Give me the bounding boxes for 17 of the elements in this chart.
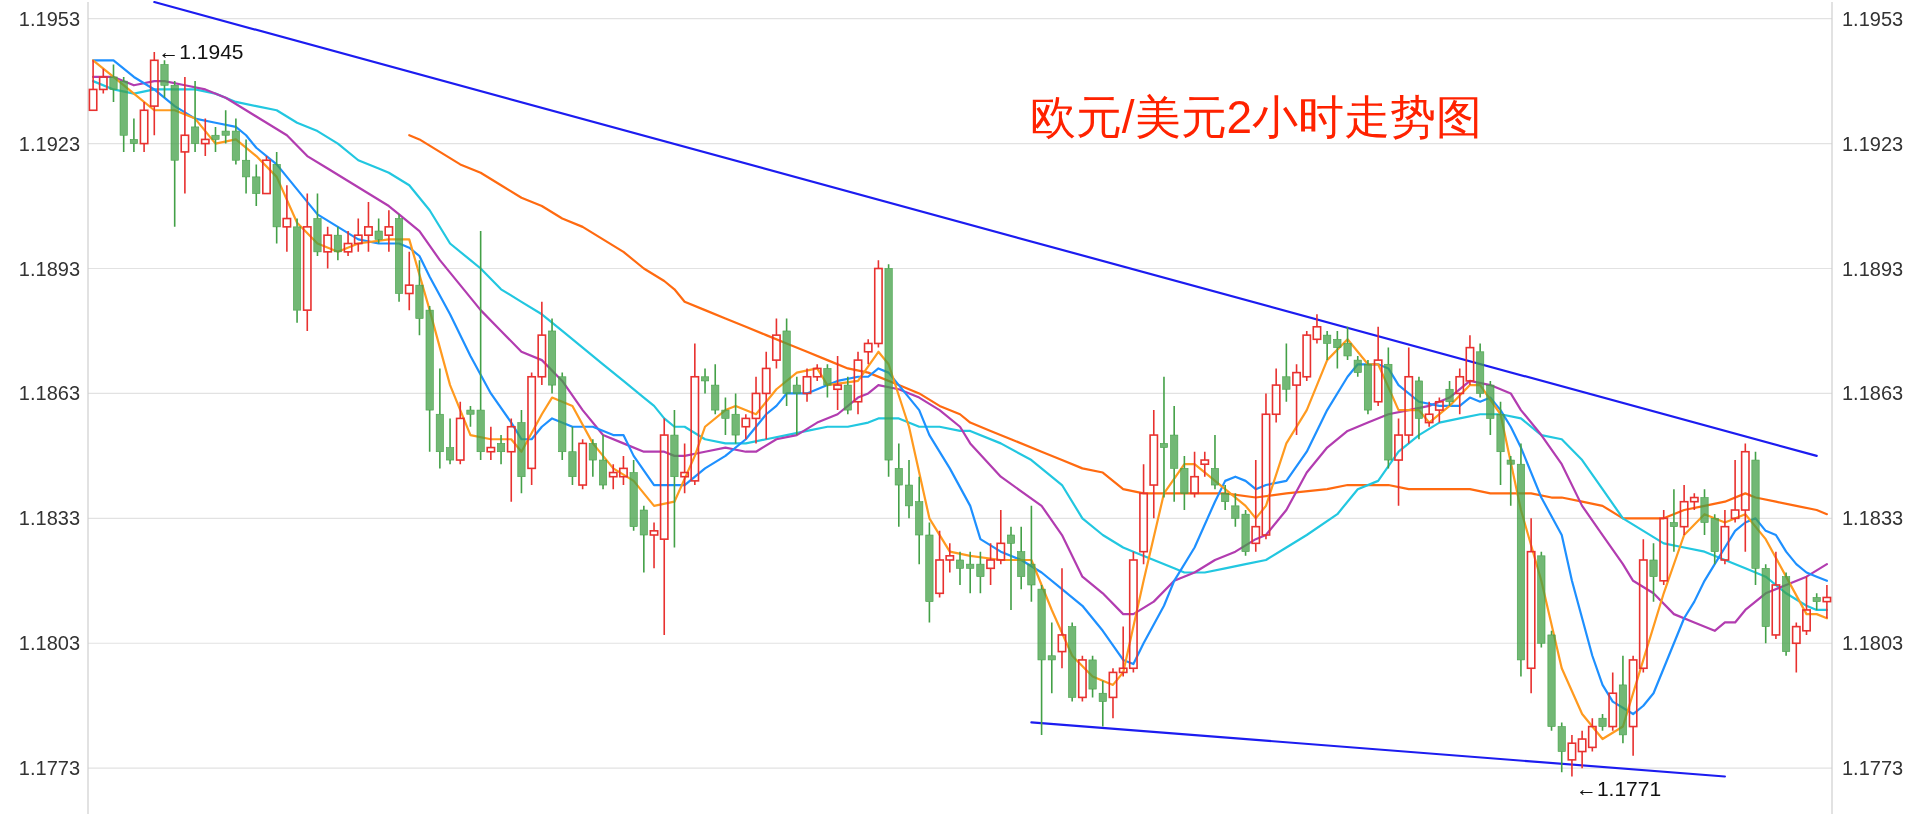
y2-tick-label: 1.1893: [1842, 257, 1904, 280]
y-tick-label: 1.1953: [18, 7, 80, 30]
y-tick-label: 1.1923: [18, 132, 80, 155]
y2-tick-label: 1.1863: [1842, 382, 1904, 405]
y-tick-label: 1.1773: [18, 757, 80, 780]
y2-tick-label: 1.1803: [1842, 632, 1904, 655]
annotation: ←1.1945: [158, 40, 244, 64]
y2-tick-label: 1.1833: [1842, 507, 1904, 530]
y-tick-label: 1.1863: [18, 382, 80, 405]
title: 欧元/美元2小时走势图: [1029, 91, 1483, 143]
y-tick-label: 1.1893: [18, 257, 80, 280]
y2-tick-label: 1.1953: [1842, 7, 1904, 30]
y-tick-label: 1.1803: [18, 632, 80, 655]
y2-tick-label: 1.1773: [1842, 757, 1904, 780]
annotation: ←1.1771: [1575, 777, 1662, 800]
y2-tick-label: 1.1923: [1842, 132, 1904, 155]
y-tick-label: 1.1833: [18, 507, 80, 530]
